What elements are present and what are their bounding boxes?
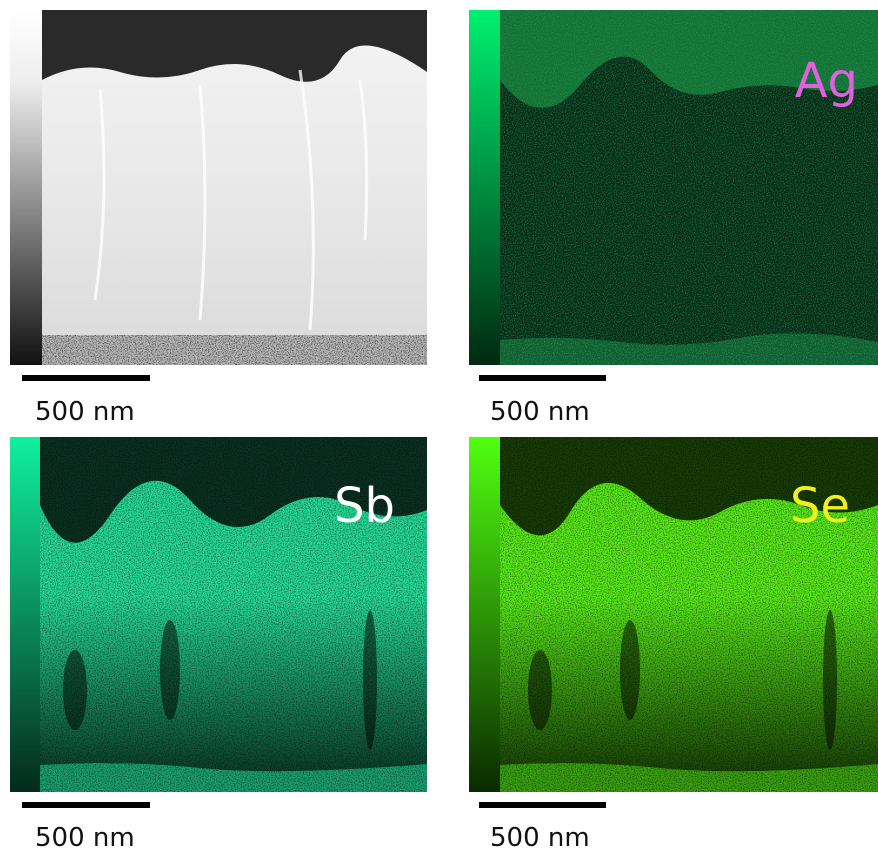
sem-panel: 500 nm	[10, 10, 427, 427]
scale-bar-label: 500 nm	[35, 397, 135, 427]
element-label: Se	[790, 478, 850, 534]
ag-panel: Ag 500 nm	[469, 10, 878, 427]
se-panel: Se 500 nm	[469, 437, 878, 853]
scale-bar-label: 500 nm	[490, 823, 590, 853]
sb-panel: Sb 500 nm	[10, 437, 427, 853]
element-label: Ag	[795, 53, 858, 109]
element-label: Sb	[334, 478, 395, 534]
scale-bar-label: 500 nm	[490, 397, 590, 427]
figure: 500 nm Ag 500 nm Sb 500 nm Se	[0, 0, 878, 854]
scale-bar-label: 500 nm	[35, 823, 135, 853]
